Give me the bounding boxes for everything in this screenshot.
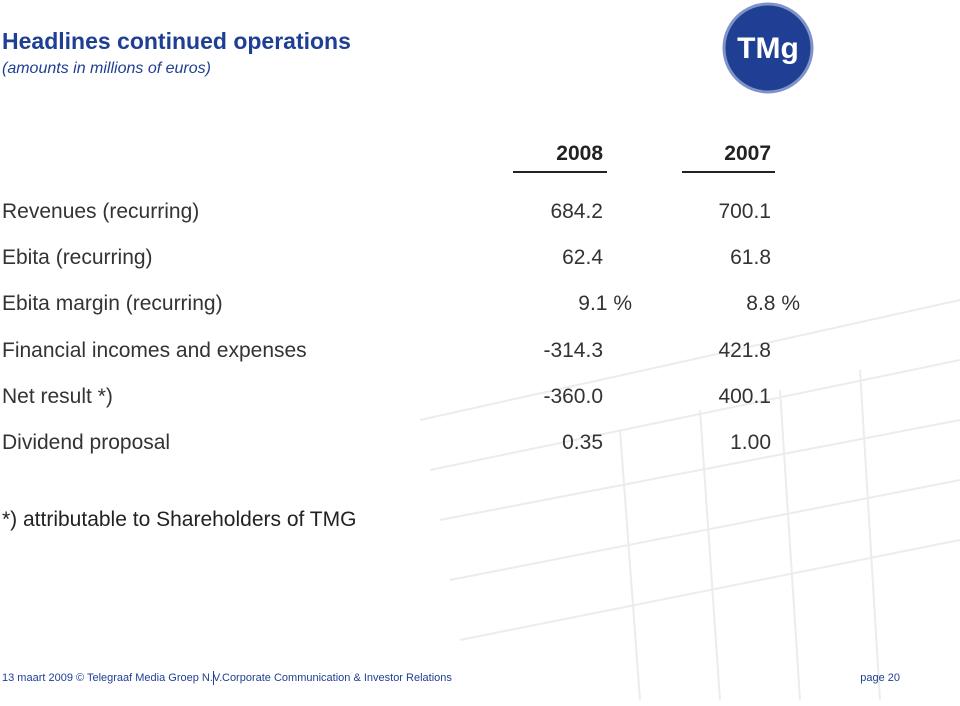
footer-left: 13 maart 2009 © Telegraaf Media Groep N.… bbox=[2, 672, 223, 684]
header-rule bbox=[682, 171, 775, 173]
cell-value: 62.4 bbox=[562, 246, 603, 270]
row-label: Financial incomes and expenses bbox=[2, 338, 307, 362]
cell-value: 8.8 % bbox=[746, 292, 800, 316]
cell-value: -360.0 bbox=[543, 384, 603, 408]
cell-value: -314.3 bbox=[543, 338, 603, 362]
cell-value: 9.1 % bbox=[578, 292, 632, 316]
logo-text: TMg bbox=[737, 32, 799, 65]
cell-value: 684.2 bbox=[550, 200, 603, 223]
column-header: 2008 bbox=[556, 142, 603, 165]
footer-center: Corporate Communication & Investor Relat… bbox=[222, 672, 452, 684]
footer-separator bbox=[213, 671, 214, 685]
row-label: Dividend proposal bbox=[2, 431, 171, 454]
footnote: *) attributable to Shareholders of TMG bbox=[2, 508, 357, 531]
row-label: Revenues (recurring) bbox=[2, 200, 200, 223]
cell-value: 700.1 bbox=[718, 200, 771, 223]
header-rule bbox=[513, 171, 607, 173]
row-label: Ebita margin (recurring) bbox=[2, 292, 223, 316]
cell-value: 400.1 bbox=[718, 384, 771, 408]
row-label: Ebita (recurring) bbox=[2, 246, 153, 270]
cell-value: 61.8 bbox=[730, 246, 771, 270]
footer-page: page 20 bbox=[860, 672, 900, 684]
cell-value: 421.8 bbox=[718, 338, 771, 362]
logo-globe bbox=[724, 4, 812, 92]
title: Headlines continued operations bbox=[2, 28, 351, 54]
column-header: 2007 bbox=[724, 142, 771, 165]
row-label: Net result *) bbox=[2, 384, 113, 408]
cell-value: 1.00 bbox=[730, 431, 771, 454]
subtitle: (amounts in millions of euros) bbox=[2, 60, 211, 77]
cell-value: 0.35 bbox=[562, 431, 603, 454]
